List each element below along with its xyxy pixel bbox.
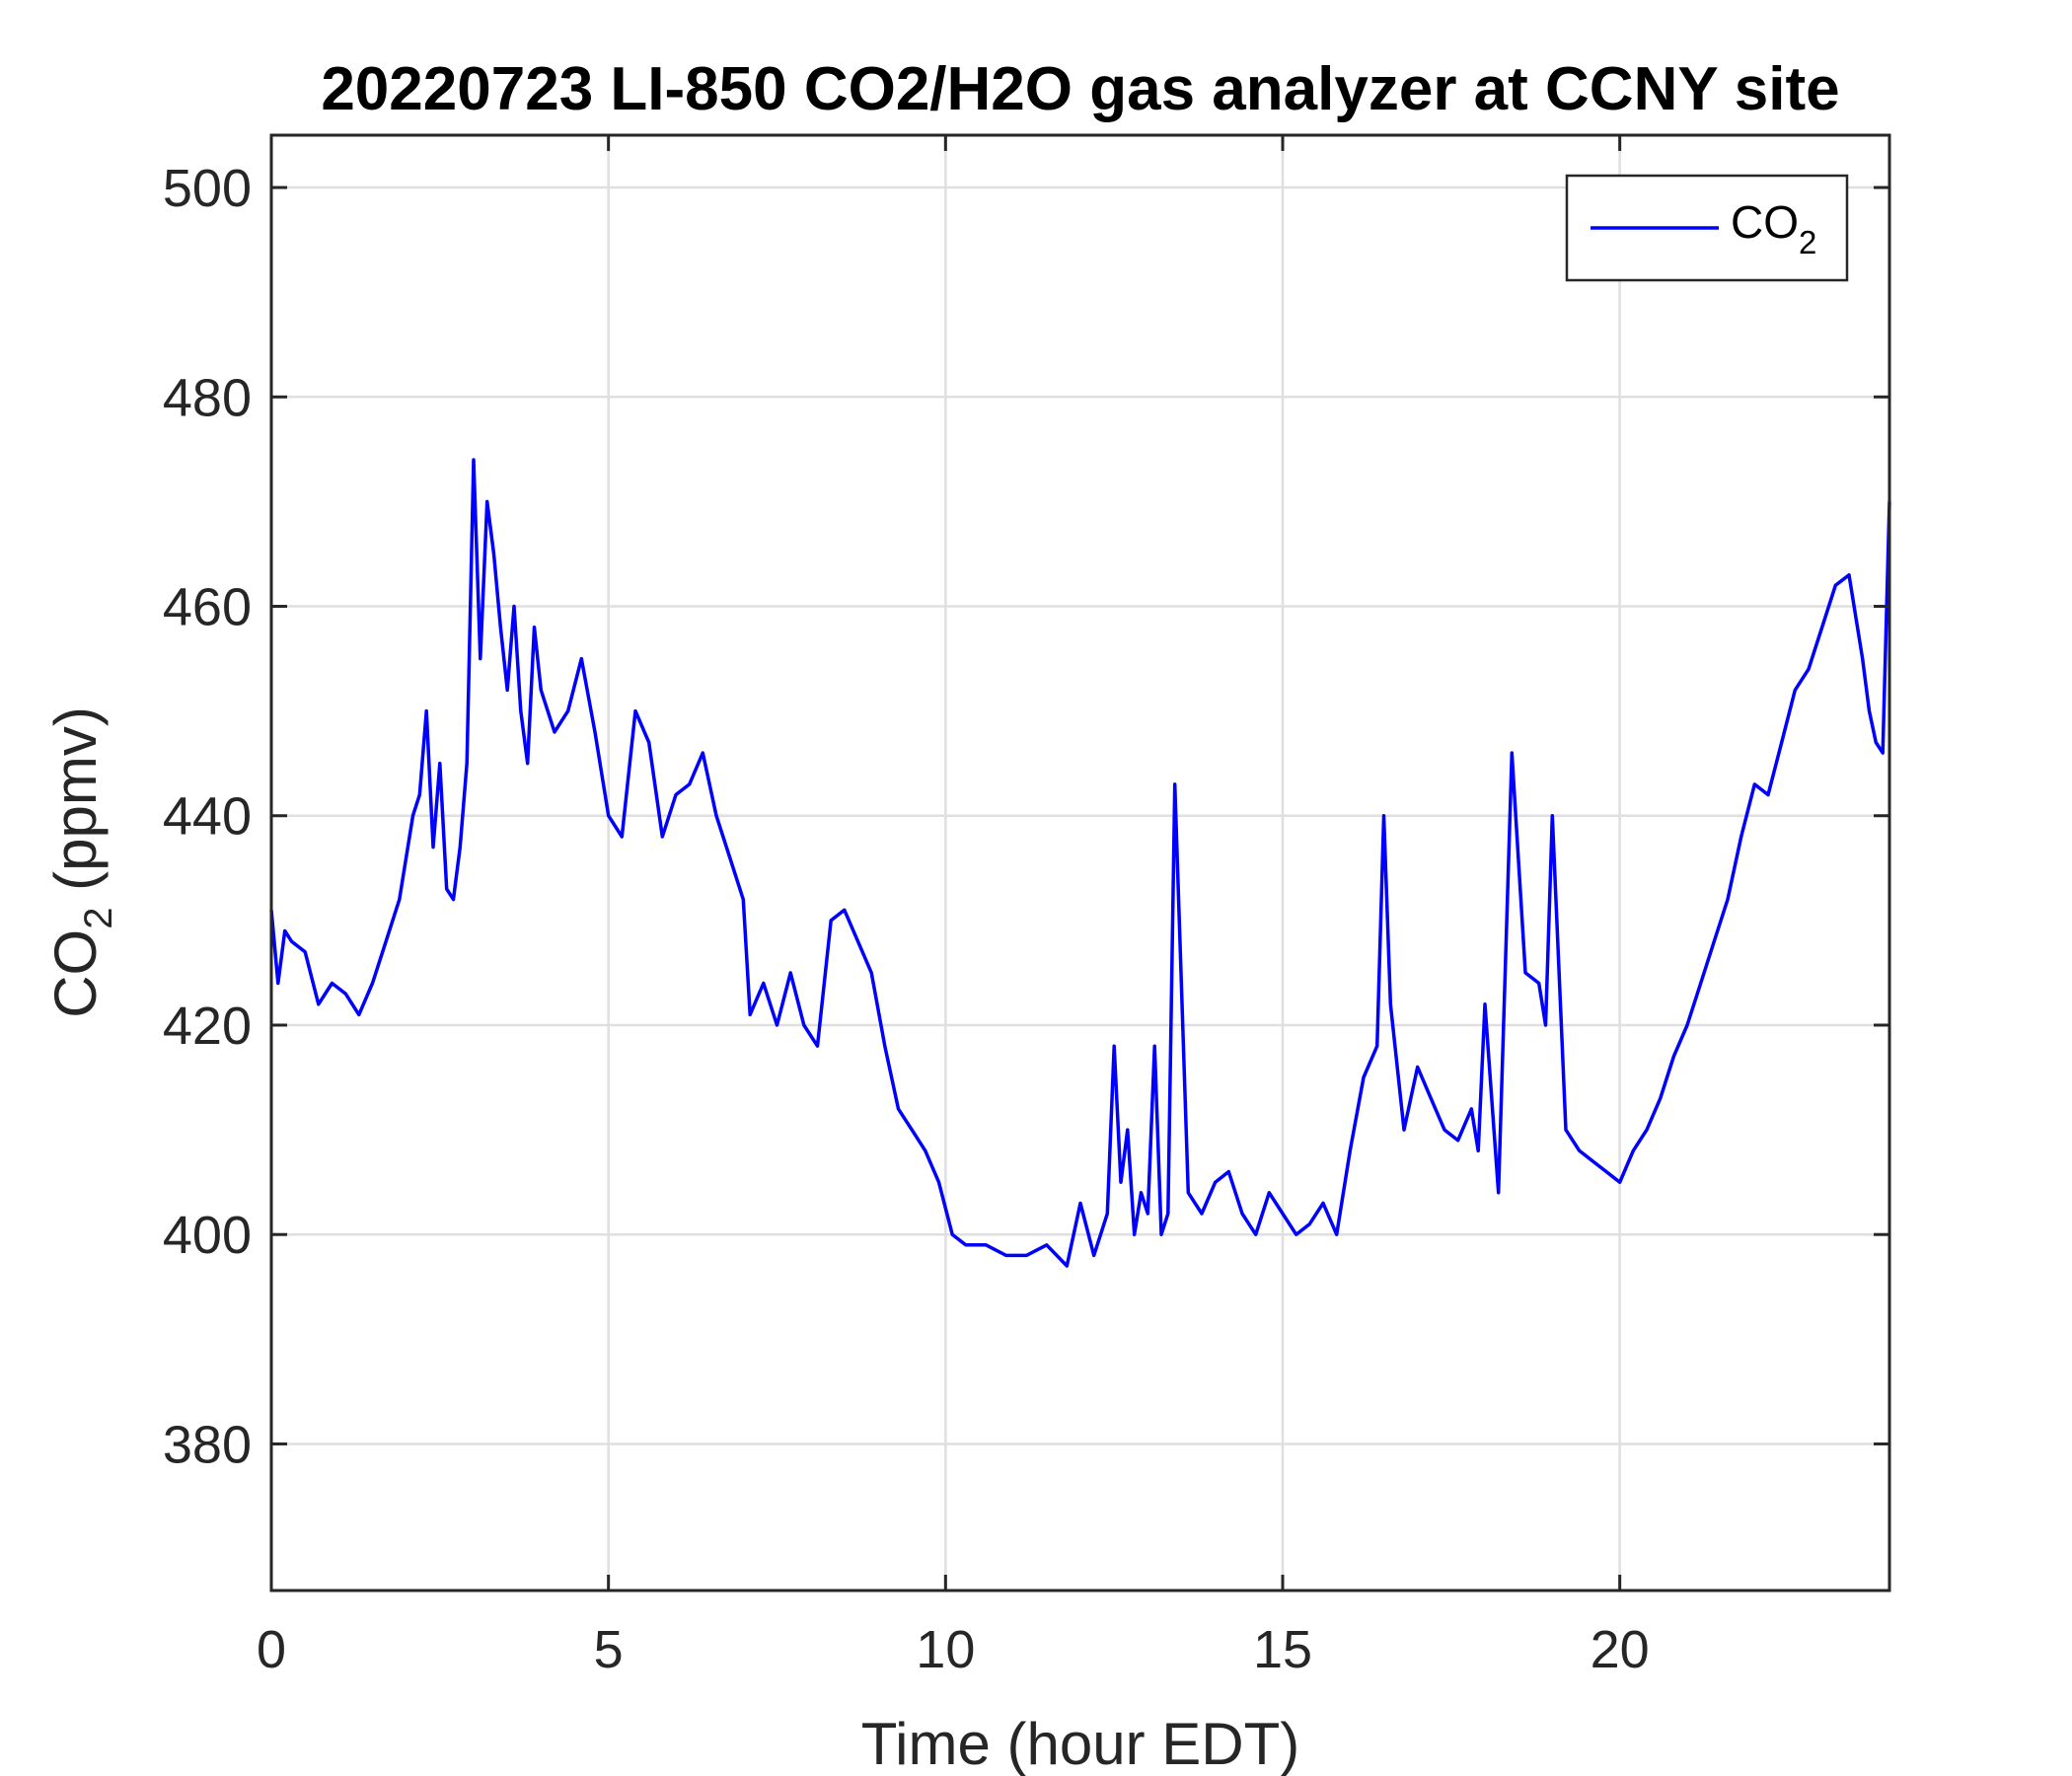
- y-tick-label: 380: [163, 1415, 252, 1474]
- y-tick-label: 420: [163, 997, 252, 1056]
- y-tick-label: 400: [163, 1206, 252, 1265]
- y-axis-label: CO2 (ppmv): [42, 706, 120, 1018]
- x-axis-label: Time (hour EDT): [861, 1711, 1300, 1776]
- x-tick-label: 0: [257, 1620, 286, 1679]
- grid-lines: [269, 135, 1889, 1591]
- axes-box: [269, 133, 1891, 1592]
- y-axis-label-main: CO: [42, 929, 109, 1018]
- legend-label: CO2: [1731, 196, 1816, 260]
- series-line-co2: [269, 458, 1891, 1268]
- x-tick-labels: 0 5 10 15 20: [257, 1620, 1650, 1679]
- y-tick-label: 480: [163, 368, 252, 427]
- x-tick-label: 5: [594, 1620, 624, 1679]
- y-axis-label-unit: (ppmv): [42, 706, 109, 907]
- legend-label-subscript: 2: [1799, 224, 1816, 260]
- chart-title: 20220723 LI-850 CO2/H2O gas analyzer at …: [321, 55, 1839, 123]
- plot-area: [271, 135, 1889, 1591]
- x-tick-label: 15: [1253, 1620, 1312, 1679]
- x-tick-label: 10: [916, 1620, 975, 1679]
- y-axis-label-subscript: 2: [77, 908, 120, 929]
- x-tick-label: 20: [1591, 1620, 1650, 1679]
- data-series: [269, 458, 1891, 1268]
- legend: CO2: [1565, 174, 1849, 282]
- legend-label-main: CO: [1731, 196, 1799, 248]
- y-tick-labels: 380 400 420 440 460 480 500: [163, 159, 252, 1474]
- y-tick-label: 460: [163, 578, 252, 637]
- y-tick-label: 500: [163, 159, 252, 218]
- axes: [269, 133, 1891, 1592]
- y-tick-label: 440: [163, 787, 252, 847]
